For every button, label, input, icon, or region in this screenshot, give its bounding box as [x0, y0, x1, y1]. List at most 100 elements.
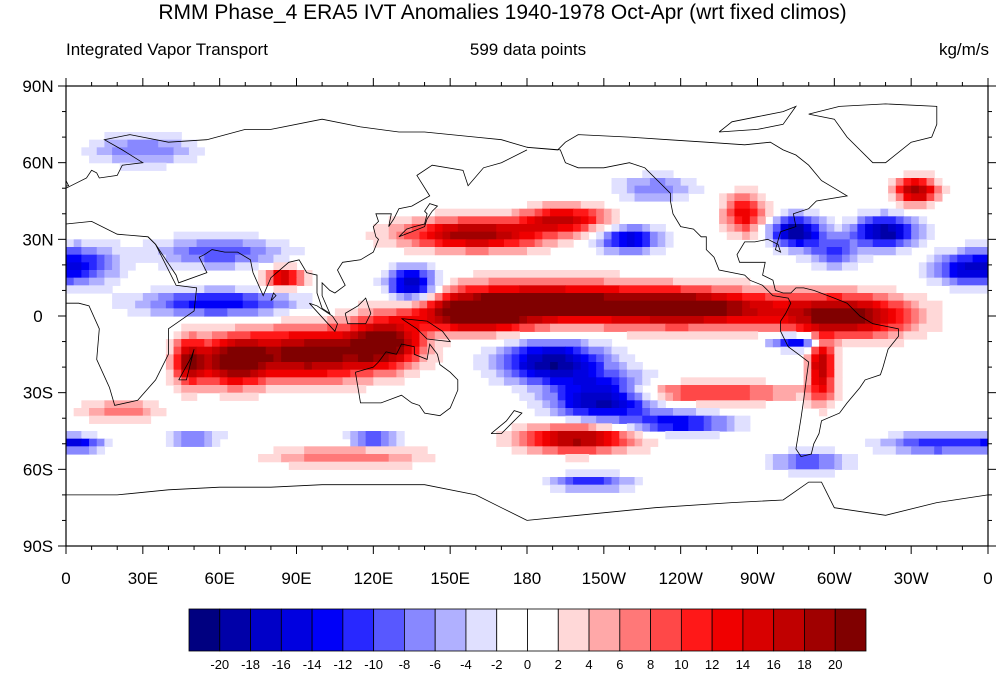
field-cell — [565, 400, 574, 409]
field-cell — [327, 316, 351, 325]
coastline — [355, 343, 459, 417]
colorbar-label: 20 — [828, 657, 842, 672]
field-cell — [396, 293, 405, 302]
field-cell — [488, 354, 497, 363]
field-cell — [211, 331, 228, 340]
field-cell — [219, 339, 228, 348]
field-cell — [818, 385, 828, 394]
field-cell — [588, 339, 613, 348]
field-cell — [811, 392, 828, 401]
field-cell — [926, 308, 943, 317]
x-tick-label: 90E — [281, 569, 311, 588]
field-cell — [404, 369, 421, 378]
field-cell — [534, 408, 551, 417]
field-cell — [619, 377, 628, 386]
field-cell — [626, 239, 636, 248]
field-cell — [611, 208, 620, 217]
colorbar-label: 2 — [555, 657, 562, 672]
field-cell — [419, 231, 428, 240]
field-cell — [719, 201, 728, 210]
field-cell — [211, 369, 221, 378]
field-cell — [296, 270, 305, 279]
field-cell — [350, 339, 405, 348]
field-cell — [81, 400, 106, 409]
field-cell — [511, 438, 520, 447]
field-cell — [165, 438, 175, 447]
field-cell — [811, 346, 820, 355]
field-cell — [227, 339, 236, 348]
colorbar-label: -4 — [460, 657, 472, 672]
x-tick-label: 120E — [353, 569, 393, 588]
field-cell — [342, 431, 351, 440]
field-cell — [66, 270, 82, 279]
field-cell — [734, 415, 751, 424]
colorbar-box — [404, 608, 436, 652]
field-cell — [642, 377, 651, 386]
field-cell — [96, 254, 106, 263]
field-cell — [381, 277, 390, 286]
field-cell — [419, 339, 428, 348]
colorbar-label: -16 — [272, 657, 291, 672]
field-cell — [603, 346, 613, 355]
field-cell — [596, 239, 605, 248]
field-cell — [634, 239, 643, 248]
field-cell — [872, 446, 897, 455]
colorbar-box — [557, 608, 590, 652]
field-cell — [81, 254, 98, 263]
field-cell — [127, 139, 159, 148]
field-cell — [642, 423, 651, 432]
field-cell — [511, 385, 528, 394]
field-cell — [742, 285, 858, 294]
field-cell — [619, 224, 628, 233]
field-cell — [657, 415, 689, 424]
field-cell — [388, 285, 397, 294]
field-cell — [834, 339, 843, 348]
field-cell — [895, 216, 905, 225]
field-cell — [219, 369, 228, 378]
field-cell — [749, 208, 759, 217]
field-cell — [396, 323, 405, 332]
field-cell — [626, 431, 636, 440]
field-cell — [258, 339, 282, 348]
colorbar-label: -8 — [399, 657, 411, 672]
field-cell — [672, 392, 682, 401]
field-cell — [911, 224, 920, 233]
coastline — [526, 134, 899, 458]
field-cell — [527, 385, 543, 394]
field-cell — [181, 362, 190, 371]
field-cell — [465, 285, 490, 294]
field-cell — [258, 369, 267, 378]
field-cell — [381, 431, 390, 440]
field-cell — [803, 354, 812, 363]
field-cell — [580, 415, 597, 424]
field-cell — [473, 293, 482, 302]
field-cell — [104, 277, 121, 286]
field-cell — [304, 339, 351, 348]
field-cell — [503, 369, 513, 378]
coastline — [66, 484, 528, 521]
field-cell — [611, 231, 620, 240]
field-cell — [503, 339, 520, 348]
field-cell — [404, 247, 436, 256]
field-cell — [788, 316, 797, 325]
field-cell — [534, 239, 543, 248]
field-cell — [396, 308, 413, 317]
field-cell — [442, 224, 459, 233]
field-cell — [964, 247, 988, 256]
field-cell — [434, 208, 513, 217]
field-cell — [565, 346, 574, 355]
field-cell — [926, 201, 935, 210]
field-cell — [596, 415, 620, 424]
field-cell — [273, 270, 282, 279]
field-cell — [596, 208, 605, 217]
field-cell — [941, 254, 951, 263]
field-cell — [626, 377, 636, 386]
colorbar-box — [465, 608, 498, 652]
field-cell — [173, 239, 198, 248]
x-tick-label: 30E — [128, 569, 158, 588]
field-cell — [373, 377, 405, 386]
field-cell — [865, 224, 874, 233]
field-cell — [89, 277, 106, 286]
field-cell — [719, 216, 728, 225]
field-cell — [657, 239, 666, 248]
